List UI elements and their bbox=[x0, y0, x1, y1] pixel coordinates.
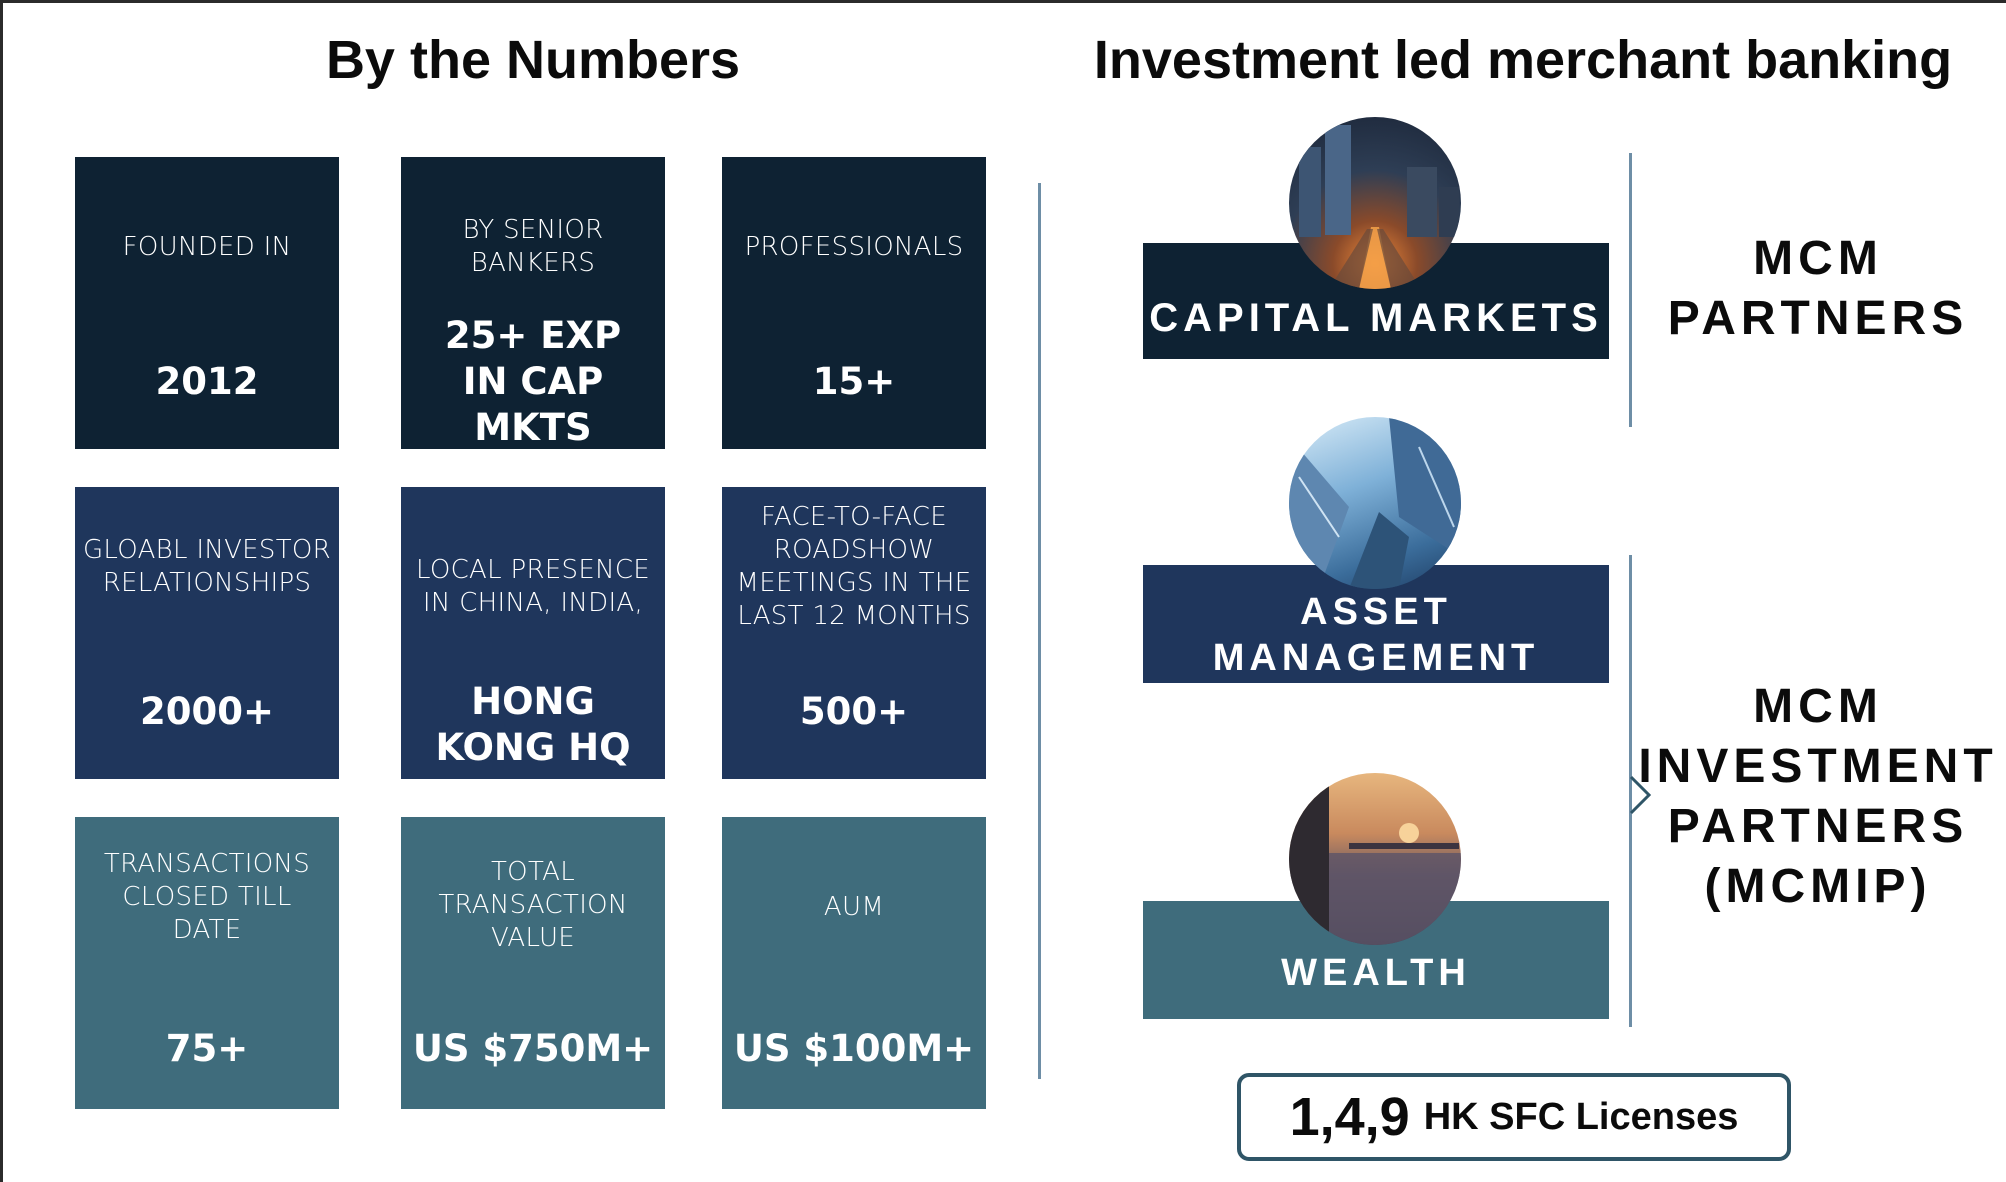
group-label-line: PARTNERS bbox=[1667, 292, 1969, 345]
stat-label: TOTAL TRANSACTION VALUE bbox=[438, 856, 628, 953]
stat-label: AUM bbox=[823, 891, 885, 922]
sfc-licenses-box: 1,4,9 HK SFC Licenses bbox=[1237, 1073, 1791, 1161]
skyscrapers-photo bbox=[1289, 417, 1461, 589]
stat-tile-roadshow-meetings: FACE-TO-FACE ROADSHOW MEETINGS IN THE LA… bbox=[722, 487, 986, 779]
stat-value: 15+ bbox=[812, 360, 896, 403]
stat-label: BY SENIOR BANKERS bbox=[462, 215, 604, 278]
by-the-numbers-heading: By the Numbers bbox=[325, 30, 741, 90]
stat-tile-aum: AUM US $100M+ bbox=[722, 817, 986, 1109]
stat-tile-investor-relationships: GLOABL INVESTOR RELATIONSHIPS 2000+ bbox=[75, 487, 339, 779]
stat-value: 75+ bbox=[165, 1027, 249, 1070]
stat-label: TRANSACTIONS CLOSED TILL DATE bbox=[103, 848, 311, 945]
merchant-banking-heading: Investment led merchant banking bbox=[1093, 30, 1953, 90]
stat-tile-local-presence: LOCAL PRESENCE IN CHINA, INDIA, HONG KON… bbox=[401, 487, 665, 779]
stat-value: 2000+ bbox=[140, 690, 274, 733]
city-illustration bbox=[1299, 125, 1459, 289]
group-label-line: PARTNERS bbox=[1667, 800, 1969, 853]
stat-tile-experience: BY SENIOR BANKERS 25+ EXP IN CAP MKTS bbox=[401, 157, 665, 449]
asset-management-banner: ASSET MANAGEMENT bbox=[1143, 565, 1609, 683]
partners-bracket-line bbox=[1629, 153, 1632, 427]
city-traffic-photo bbox=[1289, 117, 1461, 289]
skyscrapers-illustration bbox=[1289, 417, 1461, 589]
license-numbers: 1,4,9 bbox=[1289, 1087, 1410, 1147]
stat-tile-transaction-value: TOTAL TRANSACTION VALUE US $750M+ bbox=[401, 817, 665, 1109]
stat-value: 500+ bbox=[799, 690, 909, 733]
asset-label-line2: MANAGEMENT bbox=[1212, 637, 1540, 679]
stat-label: GLOABL INVESTOR RELATIONSHIPS bbox=[82, 535, 332, 598]
stat-tile-transactions: TRANSACTIONS CLOSED TILL DATE 75+ bbox=[75, 817, 339, 1109]
stat-tile-founded: FOUNDED IN 2012 bbox=[75, 157, 339, 449]
capital-markets-label: CAPITAL MARKETS bbox=[1149, 296, 1603, 340]
asset-label-line1: ASSET bbox=[1300, 591, 1452, 633]
stat-value: US $100M+ bbox=[733, 1027, 975, 1070]
mcm-investment-partners-label: MCM INVESTMENT PARTNERS (MCMIP) bbox=[1633, 677, 2003, 917]
mcmip-bracket-line bbox=[1629, 555, 1632, 1027]
stat-label: FACE-TO-FACE ROADSHOW MEETINGS IN THE LA… bbox=[736, 502, 972, 631]
stat-value: 2012 bbox=[155, 360, 259, 403]
stat-value: 25+ EXP IN CAP MKTS bbox=[444, 314, 622, 449]
stat-value: HONG KONG HQ bbox=[435, 680, 631, 769]
wealth-label: WEALTH bbox=[1281, 952, 1471, 994]
harbor-sunset-photo bbox=[1289, 773, 1461, 945]
group-label-line: MCM bbox=[1753, 680, 1883, 733]
group-label-line: MCM bbox=[1753, 232, 1883, 285]
stat-label: FOUNDED IN bbox=[122, 231, 292, 262]
stat-label: LOCAL PRESENCE IN CHINA, INDIA, bbox=[415, 555, 651, 618]
stat-label: PROFESSIONALS bbox=[744, 231, 964, 262]
section-divider bbox=[1038, 183, 1041, 1079]
stat-tile-professionals: PROFESSIONALS 15+ bbox=[722, 157, 986, 449]
group-label-line: INVESTMENT bbox=[1638, 740, 1998, 793]
harbor-illustration bbox=[1289, 773, 1461, 945]
group-label-line: (MCMIP) bbox=[1704, 860, 1932, 913]
stat-value: US $750M+ bbox=[412, 1027, 654, 1070]
license-text: HK SFC Licenses bbox=[1423, 1095, 1739, 1138]
mcm-partners-label: MCM PARTNERS bbox=[1633, 229, 2003, 349]
bracket-chevron-icon bbox=[1629, 775, 1652, 815]
